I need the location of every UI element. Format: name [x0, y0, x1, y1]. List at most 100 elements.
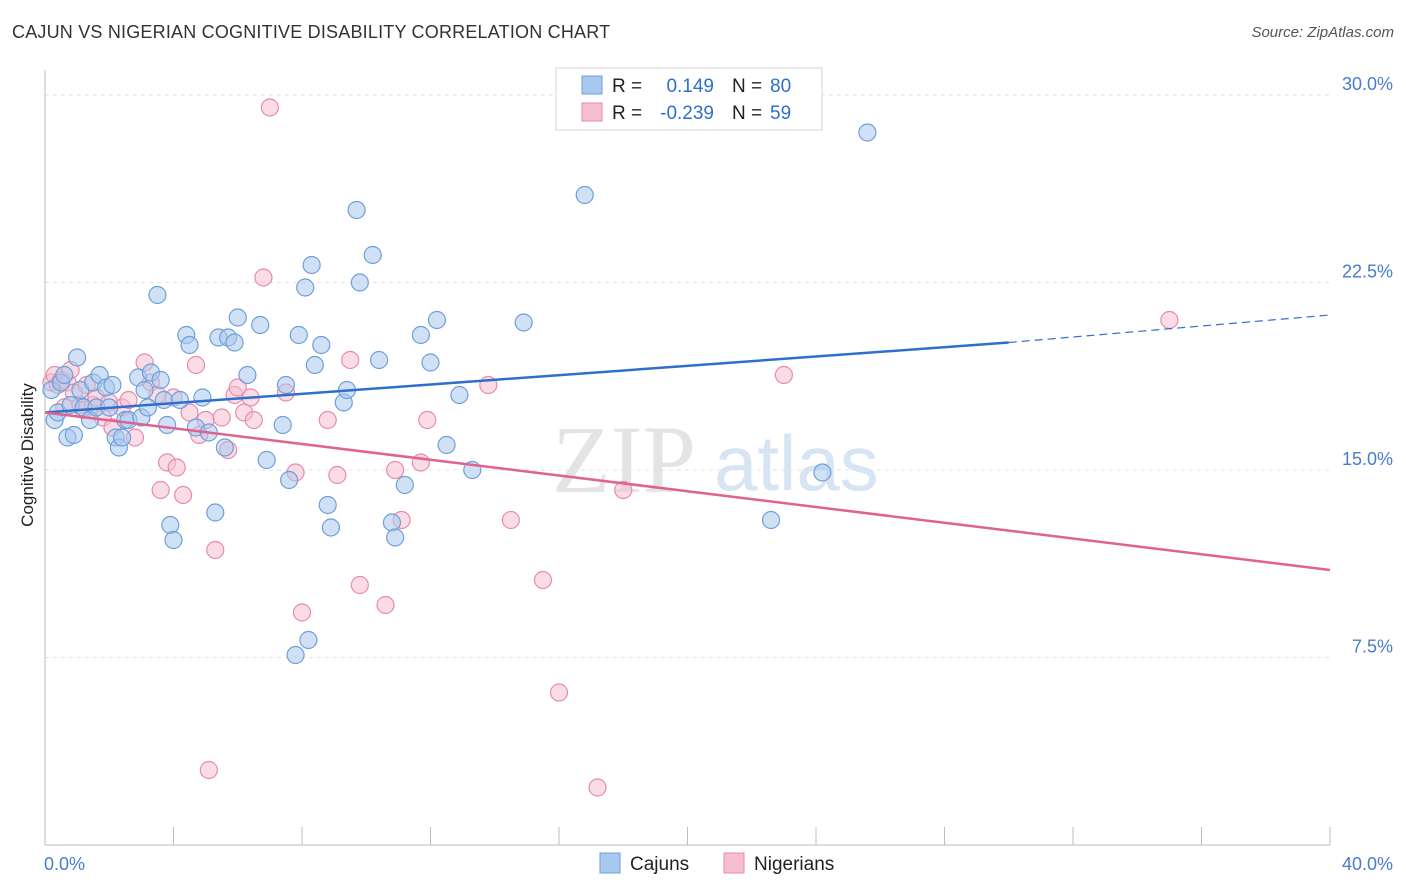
nigerian-point	[588, 778, 607, 797]
cajun-point	[228, 308, 247, 327]
cajun-point	[215, 438, 234, 457]
nigerian-point	[228, 378, 247, 397]
cajun-point	[347, 200, 366, 220]
cajun-point	[305, 355, 324, 375]
cajun-point	[450, 385, 469, 405]
nigerian-r-value: -0.239	[660, 103, 714, 124]
cajun-point	[312, 335, 331, 355]
cajun-point	[251, 315, 270, 335]
y-tick-label: 7.5%	[1352, 637, 1393, 657]
cajun-point	[350, 273, 369, 292]
x-tick-label: 0.0%	[44, 854, 85, 874]
watermark-atlas: atlas	[714, 419, 879, 507]
trend-lines	[44, 314, 1331, 572]
cajun-point	[68, 348, 87, 367]
cajun-point	[411, 325, 430, 345]
cajun-point	[370, 350, 389, 370]
cajun-point	[193, 388, 212, 407]
source-label: Source: ZipAtlas.com	[1251, 24, 1394, 41]
nigerian-point	[167, 458, 186, 477]
cajun-point	[151, 370, 170, 390]
cajun-trend-extension	[1008, 314, 1331, 344]
cajun-point	[318, 495, 337, 515]
cajun-point	[238, 365, 257, 385]
cajun-point	[55, 365, 74, 385]
nigerian-point	[186, 355, 206, 375]
nigerian-point	[350, 575, 369, 595]
cajun-point	[427, 310, 447, 330]
nigerian-n-value: 59	[770, 103, 791, 124]
y-tick-label: 15.0%	[1342, 449, 1393, 469]
nigerian-point	[292, 603, 312, 622]
cajun-point	[286, 645, 305, 665]
cajun-point	[421, 353, 440, 372]
cajun-point	[363, 245, 382, 265]
cajun-n-label: N =	[732, 76, 762, 97]
cajun-point	[154, 390, 173, 410]
nigerian-point	[1160, 310, 1179, 330]
x-tick-label: 40.0%	[1342, 854, 1393, 874]
nigerian-swatch	[581, 102, 603, 122]
cajun-point	[514, 313, 533, 332]
cajun-point	[296, 278, 315, 297]
nigerian-point	[199, 760, 218, 780]
nigerian-point	[376, 595, 395, 615]
nigerian-point	[501, 510, 520, 530]
cajun-point	[302, 255, 321, 275]
cajun-n-value: 80	[770, 76, 791, 97]
y-tick-label: 30.0%	[1342, 74, 1393, 94]
cajun-point	[299, 630, 318, 650]
cajun-point	[280, 470, 299, 490]
nigerian-point	[386, 460, 405, 480]
cajun-swatch	[581, 75, 603, 95]
cajun-point	[813, 463, 832, 482]
nigerian-point	[411, 453, 430, 472]
cajun-point	[103, 375, 122, 395]
nigerian-point	[318, 410, 337, 430]
nigerian-point	[119, 390, 138, 410]
cajun-point	[382, 513, 402, 532]
cajun-point	[761, 510, 781, 530]
cajun-point	[161, 515, 180, 535]
cajun-r-value: 0.149	[666, 76, 714, 97]
cajun-point	[164, 530, 183, 550]
cajun-point	[138, 398, 157, 417]
grid-lines	[45, 94, 1330, 658]
nigerian-r-label: R =	[612, 103, 642, 124]
nigerian-point	[180, 403, 199, 422]
x-tick-labels: 0.0% 40.0%	[44, 854, 1393, 874]
series-legend: Cajuns Nigerians	[599, 852, 834, 875]
nigerian-point	[212, 408, 231, 427]
cajun-point	[276, 375, 296, 395]
nigerian-point	[244, 410, 263, 430]
nigerian-trend-line	[44, 411, 1331, 572]
cajun-point	[858, 123, 877, 142]
y-tick-labels: 7.5% 15.0% 22.5% 30.0%	[1342, 74, 1393, 657]
cajun-point	[206, 503, 225, 522]
nigerian-point	[151, 480, 170, 500]
cajun-point	[157, 415, 177, 435]
cajun-point	[257, 450, 276, 470]
legend-cajun-swatch	[599, 852, 621, 874]
cajun-point	[180, 335, 199, 355]
cajun-point	[273, 415, 292, 435]
legend-nigerian-swatch	[723, 852, 745, 874]
cajun-point	[395, 475, 414, 495]
cajun-point	[225, 333, 244, 352]
cajun-point	[321, 518, 341, 537]
cajun-points	[42, 123, 877, 665]
cajun-point	[437, 435, 456, 455]
nigerian-point	[206, 540, 225, 560]
cajun-r-label: R =	[612, 76, 642, 97]
cajun-point	[289, 325, 308, 345]
chart-title: CAJUN VS NIGERIAN COGNITIVE DISABILITY C…	[12, 22, 611, 42]
cajun-point	[148, 285, 167, 305]
stats-legend: R = 0.149 N = 80 R = -0.239 N = 59	[555, 67, 823, 131]
legend-nigerian-label: Nigerians	[754, 854, 834, 875]
cajun-trend-line	[44, 341, 1009, 414]
nigerian-point	[614, 480, 633, 500]
nigerian-point	[418, 410, 437, 430]
nigerian-n-label: N =	[732, 103, 762, 124]
cajun-point	[575, 185, 594, 205]
